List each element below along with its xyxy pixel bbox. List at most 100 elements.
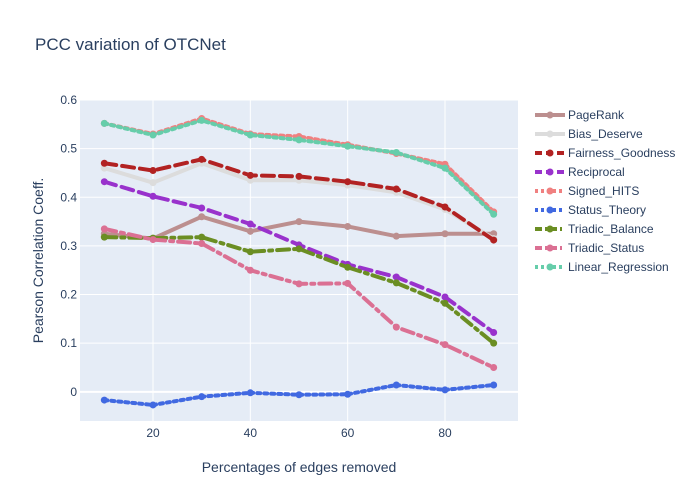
legend-item[interactable]: Triadic_Balance xyxy=(535,222,654,236)
legend-label: Fairness_Goodness xyxy=(568,146,675,160)
data-point xyxy=(490,210,498,218)
data-point xyxy=(295,245,303,253)
data-point xyxy=(149,236,157,244)
data-point xyxy=(344,142,352,150)
legend-label: Status_Theory xyxy=(568,203,646,217)
data-point xyxy=(246,389,254,397)
data-point xyxy=(490,381,498,389)
data-point xyxy=(100,164,108,172)
data-point xyxy=(441,293,449,301)
data-point xyxy=(392,323,400,331)
data-point xyxy=(490,364,498,371)
data-point xyxy=(198,233,206,241)
data-point xyxy=(441,386,449,394)
data-point xyxy=(295,218,303,226)
x-axis-label: Percentages of edges removed xyxy=(202,459,397,475)
y-tick-label: 0.4 xyxy=(60,190,77,204)
legend-label: Triadic_Balance xyxy=(568,222,654,236)
legend-label: Linear_Regression xyxy=(568,260,669,274)
legend-item[interactable]: Linear_Regression xyxy=(535,260,669,274)
data-point xyxy=(392,273,400,281)
legend-label: Signed_HITS xyxy=(568,184,639,198)
data-point xyxy=(198,213,206,221)
x-tick-label: 60 xyxy=(341,426,355,440)
data-point xyxy=(441,164,449,172)
y-tick-label: 0 xyxy=(70,385,77,399)
data-point xyxy=(392,279,400,287)
y-axis-label: Pearson Correlation Coeff. xyxy=(30,178,46,344)
data-point xyxy=(392,185,400,193)
data-point xyxy=(441,230,449,238)
data-point xyxy=(198,239,206,247)
legend-item[interactable]: Reciprocal xyxy=(535,165,625,179)
data-point xyxy=(246,248,254,256)
data-point xyxy=(246,266,254,274)
legend-marker xyxy=(546,244,554,252)
data-point xyxy=(392,149,400,157)
data-point xyxy=(392,381,400,389)
data-point xyxy=(100,159,108,167)
legend-marker xyxy=(546,263,554,271)
data-point xyxy=(295,280,303,288)
data-point xyxy=(441,341,449,349)
legend-marker xyxy=(546,111,554,119)
data-point xyxy=(100,233,108,241)
data-point xyxy=(344,263,352,271)
legend-item[interactable]: Bias_Deserve xyxy=(535,127,643,141)
data-point xyxy=(344,390,352,398)
data-point xyxy=(246,176,254,184)
y-tick-label: 0.3 xyxy=(60,239,77,253)
y-tick-label: 0.6 xyxy=(60,93,77,107)
data-point xyxy=(246,220,254,228)
data-point xyxy=(441,299,449,307)
data-point xyxy=(246,131,254,139)
data-point xyxy=(149,131,157,139)
legend-marker xyxy=(546,206,554,214)
y-tick-label: 0.2 xyxy=(60,288,77,302)
legend-item[interactable]: PageRank xyxy=(535,108,625,122)
legend[interactable]: PageRank Bias_Deserve Fairness_Goodness Rec… xyxy=(535,108,675,274)
data-point xyxy=(295,391,303,399)
x-tick-label: 80 xyxy=(438,426,452,440)
data-point xyxy=(100,119,108,127)
data-point xyxy=(295,172,303,180)
legend-label: Bias_Deserve xyxy=(568,127,643,141)
legend-item[interactable]: Fairness_Goodness xyxy=(535,146,675,160)
data-point xyxy=(392,232,400,240)
data-point xyxy=(198,204,206,212)
x-tick-label: 20 xyxy=(146,426,160,440)
legend-item[interactable]: Status_Theory xyxy=(535,203,646,217)
data-point xyxy=(344,279,352,287)
legend-label: Reciprocal xyxy=(568,165,625,179)
series-lines xyxy=(100,114,498,409)
data-point xyxy=(149,401,157,409)
data-point xyxy=(490,339,498,347)
data-point xyxy=(149,192,157,200)
legend-marker xyxy=(546,149,554,157)
legend-marker xyxy=(546,187,554,195)
data-point xyxy=(100,178,108,186)
legend-marker xyxy=(546,130,554,138)
data-point xyxy=(344,178,352,186)
data-point xyxy=(198,393,206,401)
legend-marker xyxy=(546,168,554,176)
legend-item[interactable]: Signed_HITS xyxy=(535,184,639,198)
data-point xyxy=(198,155,206,163)
y-axis-ticks: 0 0.1 0.2 0.3 0.4 0.5 0.6 xyxy=(60,93,77,399)
data-point xyxy=(246,171,254,179)
data-point xyxy=(344,222,352,230)
x-tick-label: 40 xyxy=(244,426,258,440)
chart-title: PCC variation of OTCNet xyxy=(35,35,226,54)
data-point xyxy=(149,179,157,187)
grid-lines xyxy=(80,99,518,421)
data-point xyxy=(149,167,157,175)
data-point xyxy=(295,136,303,144)
x-axis-ticks: 20 40 60 80 xyxy=(146,426,452,440)
y-tick-label: 0.1 xyxy=(60,336,77,350)
legend-item[interactable]: Triadic_Status xyxy=(535,241,644,255)
data-point xyxy=(246,227,254,235)
data-point xyxy=(490,328,498,336)
legend-marker xyxy=(546,225,554,233)
data-point xyxy=(100,396,108,404)
